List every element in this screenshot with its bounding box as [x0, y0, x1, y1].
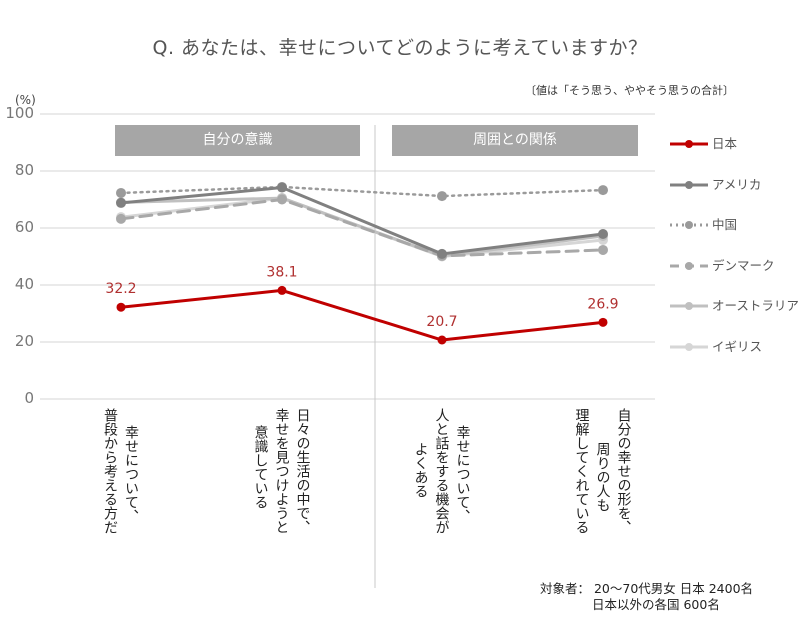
legend-item: イギリス [668, 339, 799, 380]
legend-swatch [670, 180, 708, 189]
data-point-1-1 [277, 182, 287, 193]
x-category-label-line: 人と話をする機会が [433, 408, 450, 534]
x-category-label: 日々の生活の中で、 幸せを見つけようと 意識している [251, 408, 312, 534]
data-point-3-3 [598, 244, 608, 255]
legend-item: アメリカ [668, 177, 799, 218]
series-line-0 [120, 288, 604, 342]
data-point-2-0 [116, 187, 126, 198]
y-tick-label: 20 [14, 332, 34, 350]
data-point-1-3 [598, 228, 608, 239]
y-tick-label: 0 [24, 389, 34, 407]
y-axis-unit: (%) [15, 93, 36, 107]
legend-item: 日本 [668, 136, 799, 177]
legend-item: 中国 [668, 217, 799, 258]
legend-swatch [670, 261, 708, 270]
x-category-label-line: 周りの人も [594, 442, 611, 512]
legend-label: デンマーク [712, 257, 775, 273]
legend-label: オーストラリア [712, 298, 799, 313]
x-category-label-line: 理解してくれている [573, 408, 590, 534]
legend-swatch-marker [685, 261, 693, 270]
y-tick-label: 60 [14, 218, 34, 236]
data-point-2-2 [437, 191, 447, 202]
x-category-label-line: 幸せについて、 [454, 425, 471, 523]
legend-swatch-marker [685, 140, 693, 148]
data-point-2-3 [598, 185, 608, 196]
series-line-3 [119, 198, 605, 258]
legend-label: 日本 [712, 136, 738, 151]
legend-swatch-marker [685, 342, 693, 351]
legend: 日本アメリカ中国デンマークオーストラリア イギリス [668, 136, 799, 379]
x-category-label-line: 意識している [252, 425, 269, 509]
x-category-label-line: 日々の生活の中で、 [294, 408, 311, 534]
group-header-relationships: 周囲との関係 [392, 125, 638, 156]
legend-swatch-marker [685, 302, 693, 310]
legend-swatch [670, 342, 708, 351]
legend-swatch-marker [685, 180, 693, 189]
data-point-1-2 [437, 248, 447, 259]
data-point-1-0 [116, 197, 126, 208]
y-tick-label: 40 [14, 275, 34, 293]
legend-swatch [670, 140, 708, 148]
data-label-3: 26.9 [587, 296, 618, 312]
x-category-label-line: 幸せを見つけようと [273, 408, 290, 534]
legend-swatch [670, 221, 708, 229]
data-point-0-2 [437, 335, 447, 345]
series-line-2 [119, 185, 605, 198]
x-category-label-line: 自分の幸せの形を、 [615, 408, 632, 534]
y-tick-label: 100 [5, 104, 34, 122]
x-category-label: 幸せについて、 普段から考える方だ [100, 408, 140, 534]
legend-label: アメリカ [712, 176, 762, 192]
x-category-label: 自分の幸せの形を、 周りの人も 理解してくれている [572, 408, 633, 534]
x-category-label-line: 幸せについて、 [123, 425, 139, 523]
x-category-label-line: 普段から考える方だ [102, 408, 118, 534]
footnote-line-1: 対象者： 20～70代男女 日本 2400名 [540, 581, 754, 596]
data-label-1: 38.1 [266, 264, 297, 280]
y-tick-label: 80 [14, 161, 34, 179]
data-point-0-0 [116, 302, 126, 312]
footnote-line-2: 日本以外の各国 600名 [592, 597, 720, 612]
x-category-label: 幸せについて、 人と話をする機会が よくある [411, 408, 472, 534]
footnote: 対象者： 20～70代男女 日本 2400名 日本以外の各国 600名 [540, 581, 753, 613]
chart-title: Q. あなたは、幸せについてどのように考えていますか？ [152, 37, 648, 59]
data-point-3-1 [277, 194, 287, 205]
series-line-1 [120, 186, 604, 256]
legend-swatch [670, 302, 708, 310]
group-header-self-awareness: 自分の意識 [115, 125, 360, 156]
legend-swatch-marker [685, 221, 693, 229]
legend-label: イギリス [712, 338, 763, 354]
x-category-label-line: よくある [412, 442, 429, 498]
data-point-3-0 [116, 213, 126, 224]
data-label-0: 32.2 [105, 281, 136, 297]
value-note: 〔値は「そう思う、ややそう思うの合計〕 [525, 84, 734, 97]
data-point-0-3 [598, 317, 608, 327]
legend-label: 中国 [712, 217, 738, 232]
legend-item: オーストラリア [668, 298, 799, 339]
data-point-0-1 [277, 285, 287, 295]
data-label-2: 20.7 [426, 314, 457, 330]
legend-item: デンマーク [668, 258, 799, 299]
